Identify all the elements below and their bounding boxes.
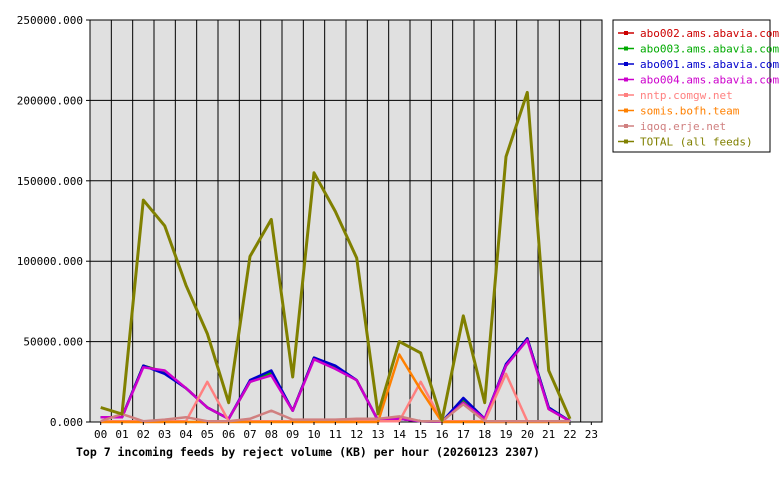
- x-tick-label: 00: [94, 428, 107, 441]
- legend-marker: [624, 46, 628, 51]
- legend-label: abo002.ams.abavia.com: [640, 27, 779, 40]
- y-tick-label: 150000.000: [17, 175, 83, 188]
- x-tick-label: 23: [585, 428, 598, 441]
- x-tick-label: 02: [137, 428, 150, 441]
- series-line: [100, 90, 572, 422]
- x-tick-label: 05: [201, 428, 214, 441]
- legend-marker: [624, 93, 628, 97]
- legend-marker: [624, 62, 628, 66]
- y-tick-label: 50000.000: [23, 336, 83, 349]
- legend-box: [612, 19, 771, 153]
- series-line: [100, 338, 571, 423]
- y-tick-label: 250000.000: [17, 14, 83, 27]
- legend-label: abo001.ams.abavia.com: [640, 58, 779, 71]
- x-tick-label: 06: [222, 428, 235, 441]
- legend: abo002.ams.abavia.com abo003.ams.abavia.c…: [612, 19, 779, 153]
- legend-marker: [624, 108, 628, 113]
- x-tick-label: 01: [115, 428, 128, 441]
- x-tick-label: 13: [371, 428, 384, 441]
- legend-label: TOTAL (all feeds): [640, 136, 753, 149]
- legend-marker: [624, 124, 628, 128]
- legend-marker: [624, 139, 628, 144]
- legend-label: somis.bofh.team: [640, 105, 740, 118]
- x-tick-label: 11: [329, 428, 342, 441]
- x-tick-label: 22: [563, 428, 576, 441]
- axis-ticks: 0.000 50000.000 100000.000 150000.000 200000…: [17, 14, 598, 441]
- x-tick-label: 16: [435, 428, 448, 441]
- x-tick-label: 12: [350, 428, 363, 441]
- legend-label: abo003.ams.abavia.com: [640, 43, 779, 56]
- x-tick-label: 14: [393, 428, 407, 441]
- series-lines: [100, 90, 572, 424]
- x-tick-label: 17: [457, 428, 470, 441]
- legend-marker: [624, 77, 628, 82]
- x-tick-label: 03: [158, 428, 171, 441]
- x-tick-label: 08: [265, 428, 278, 441]
- x-tick-label: 15: [414, 428, 427, 441]
- y-tick-label: 100000.000: [17, 255, 83, 268]
- series-line: [100, 403, 570, 423]
- y-tick-label: 200000.000: [17, 94, 83, 107]
- chart-title: Top 7 incoming feeds by reject volume (K…: [76, 445, 540, 459]
- x-tick-label: 18: [478, 428, 491, 441]
- x-tick-label: 09: [286, 428, 299, 441]
- x-tick-label: 21: [542, 428, 555, 441]
- grid-lines: [90, 20, 602, 422]
- legend-label: nntp.comgw.net: [640, 89, 733, 102]
- x-tick-label: 19: [499, 428, 512, 441]
- legend-label: iqoq.erje.net: [640, 120, 726, 133]
- y-tick-label: 0.000: [50, 416, 83, 429]
- x-tick-label: 04: [179, 428, 193, 441]
- x-tick-label: 10: [307, 428, 320, 441]
- legend-marker: [624, 31, 628, 35]
- x-tick-label: 20: [521, 428, 534, 441]
- legend-label: abo004.ams.abavia.com: [640, 74, 779, 87]
- x-tick-label: 07: [243, 428, 256, 441]
